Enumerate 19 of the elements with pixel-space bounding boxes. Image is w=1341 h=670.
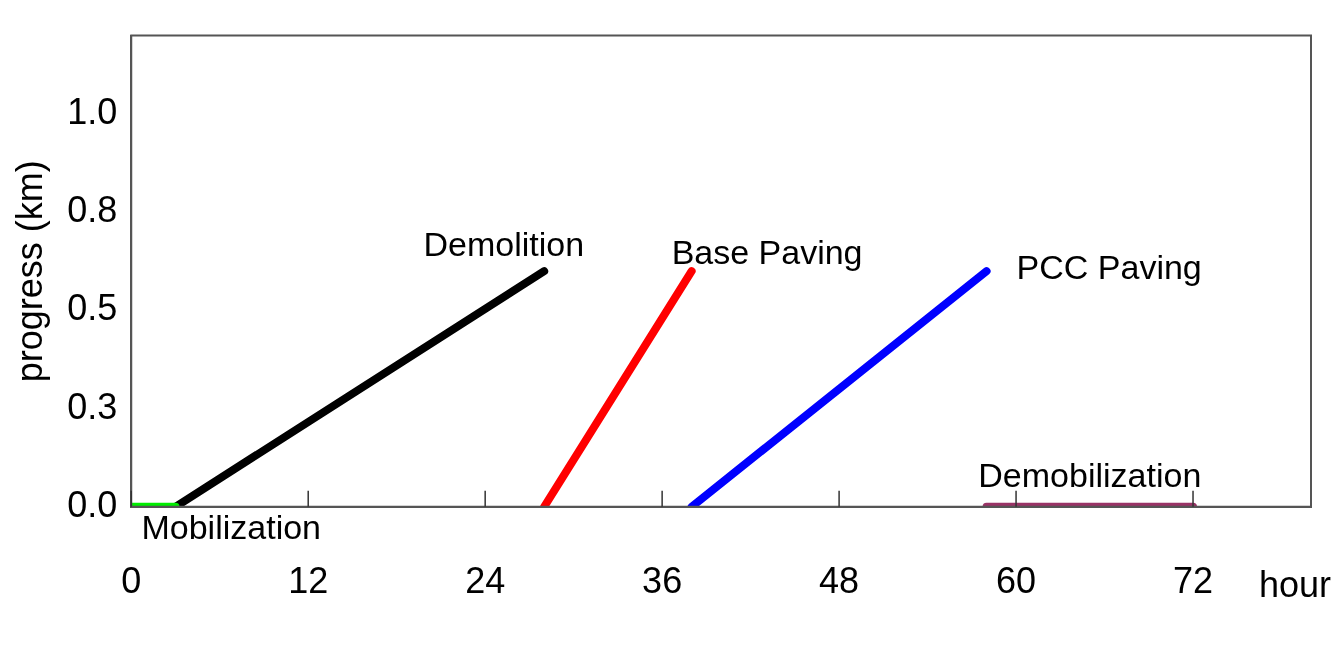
y-tick-label: 0.0: [67, 483, 118, 525]
series-label: Demolition: [423, 224, 585, 263]
x-tick-label: 48: [819, 560, 860, 602]
y-tick-label: 0.8: [67, 189, 118, 231]
x-tick-label: 36: [642, 560, 683, 602]
y-tick-label: 0.5: [67, 287, 118, 329]
y-axis-title: progress (km): [8, 160, 50, 383]
x-tick-label: 60: [996, 560, 1037, 602]
x-tick-label: 24: [465, 560, 506, 602]
y-tick-label: 1.0: [67, 91, 118, 133]
series-label: Base Paving: [671, 232, 863, 271]
x-tick-label: 12: [288, 560, 329, 602]
y-tick-label: 0.3: [67, 385, 118, 427]
x-tick-label: 0: [121, 560, 142, 602]
series-label: Mobilization: [141, 508, 322, 547]
series-label: Demobilization: [978, 456, 1202, 495]
series-label: PCC Paving: [1016, 247, 1202, 286]
x-axis-title: hour: [1258, 563, 1331, 605]
x-tick-label: 72: [1173, 560, 1214, 602]
